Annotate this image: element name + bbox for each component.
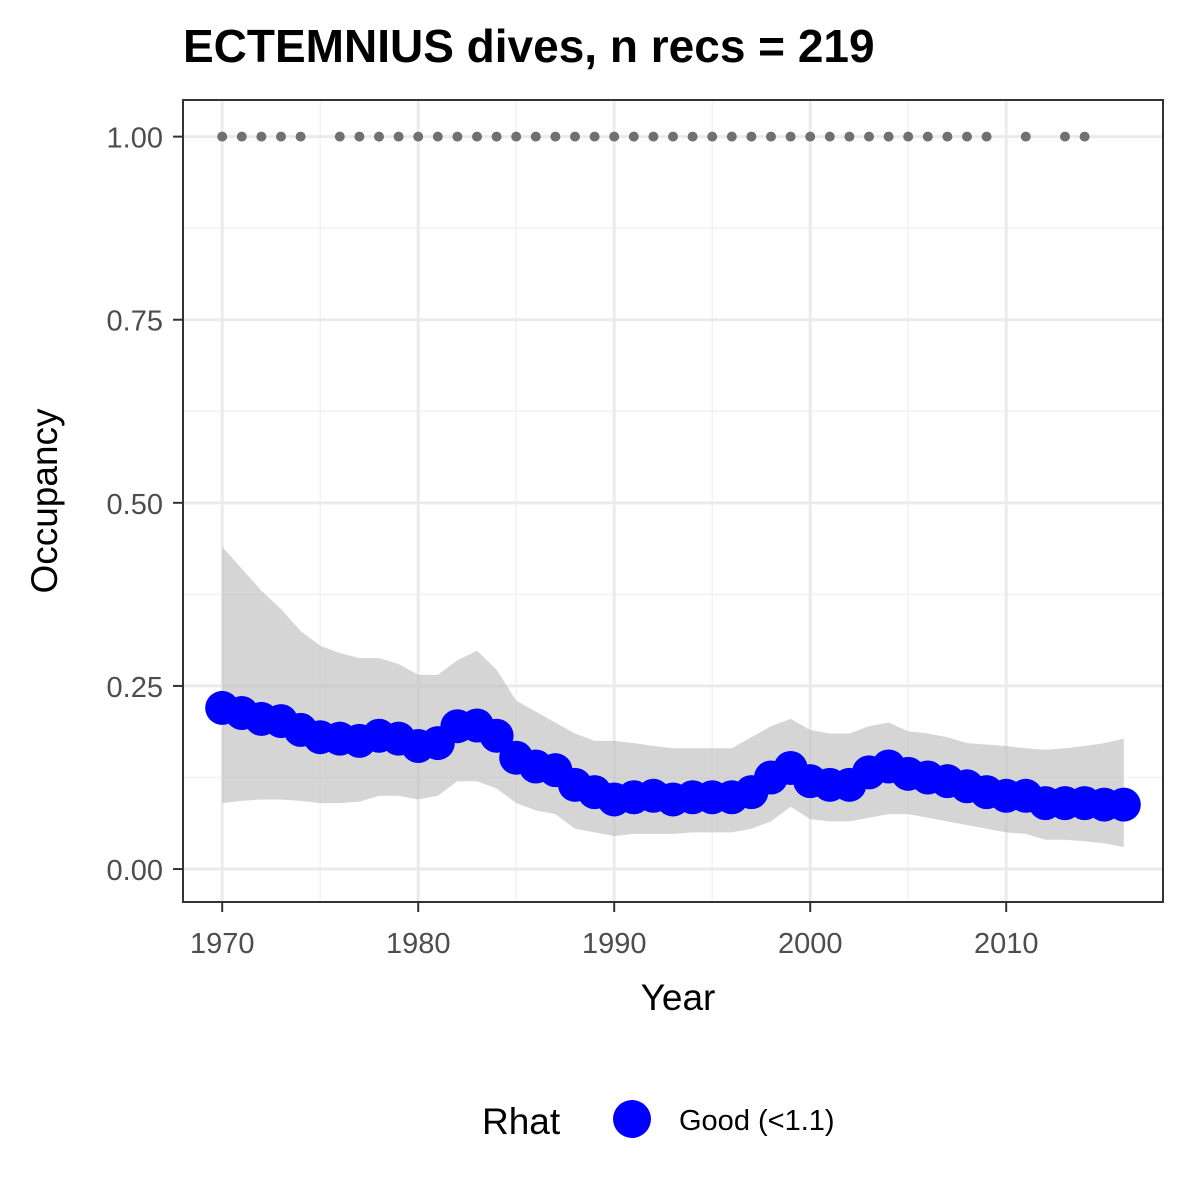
x-tick-label: 2010 [974, 928, 1039, 960]
record-point [276, 131, 286, 142]
occupancy-trend-points [205, 690, 1141, 822]
record-point [609, 131, 620, 142]
record-point [766, 131, 776, 142]
y-tick-label: 0.50 [107, 489, 163, 521]
record-years-points [217, 131, 1090, 142]
y-tick-label: 0.25 [107, 672, 163, 704]
record-point [805, 131, 816, 142]
occupancy-point [479, 718, 514, 753]
x-axis-title: Year [641, 977, 716, 1018]
legend-key-good [613, 1100, 651, 1138]
record-point [981, 131, 992, 142]
record-point [726, 131, 737, 142]
record-point [570, 131, 580, 142]
record-point [1020, 131, 1031, 142]
chart-title: ECTEMNIUS dives, n recs = 219 [183, 20, 875, 72]
occupancy-point [1106, 787, 1141, 822]
record-point [432, 131, 443, 142]
record-point [1060, 131, 1070, 142]
record-point [334, 131, 345, 142]
plot-border [182, 99, 1164, 903]
x-tick-label: 1990 [582, 928, 647, 960]
x-tick-label: 1980 [386, 928, 451, 960]
record-point [707, 131, 718, 142]
record-point [236, 131, 247, 142]
record-point [530, 131, 541, 142]
record-point [217, 131, 228, 142]
record-point [903, 131, 914, 142]
record-point [550, 131, 561, 142]
record-point [354, 131, 365, 142]
record-point [511, 131, 522, 142]
y-tick-label: 1.00 [107, 123, 163, 155]
x-tick-label: 2000 [778, 928, 843, 960]
record-point [393, 131, 404, 142]
record-point [413, 131, 424, 142]
y-tick-label: 0.00 [107, 855, 163, 887]
record-point [374, 131, 384, 142]
record-point [295, 131, 306, 142]
record-point [628, 131, 639, 142]
legend: Rhat Good (<1.1) [482, 1100, 835, 1142]
y-tick-label: 0.75 [107, 306, 163, 338]
legend-label-good: Good (<1.1) [679, 1105, 835, 1137]
record-point [844, 131, 855, 142]
record-point [746, 131, 757, 142]
record-point [824, 131, 835, 142]
record-point [668, 131, 678, 142]
x-axis-ticks: 1970 1980 1990 2000 2010 [190, 902, 1039, 960]
record-point [922, 131, 933, 142]
record-point [491, 131, 502, 142]
legend-title: Rhat [482, 1101, 561, 1142]
record-point [942, 131, 953, 142]
y-axis-ticks: 0.00 0.25 0.50 0.75 1.00 [107, 123, 183, 887]
record-point [883, 131, 894, 142]
y-axis-title: Occupancy [24, 408, 65, 594]
record-point [256, 131, 267, 142]
minor-gridlines [183, 100, 1163, 902]
record-point [452, 131, 463, 142]
record-point [864, 131, 874, 142]
record-point [648, 131, 659, 142]
record-point [589, 131, 600, 142]
record-point [472, 131, 482, 142]
record-point [687, 131, 698, 142]
record-point [1079, 131, 1090, 142]
record-point [785, 131, 796, 142]
record-point [962, 131, 972, 142]
x-tick-label: 1970 [190, 928, 255, 960]
